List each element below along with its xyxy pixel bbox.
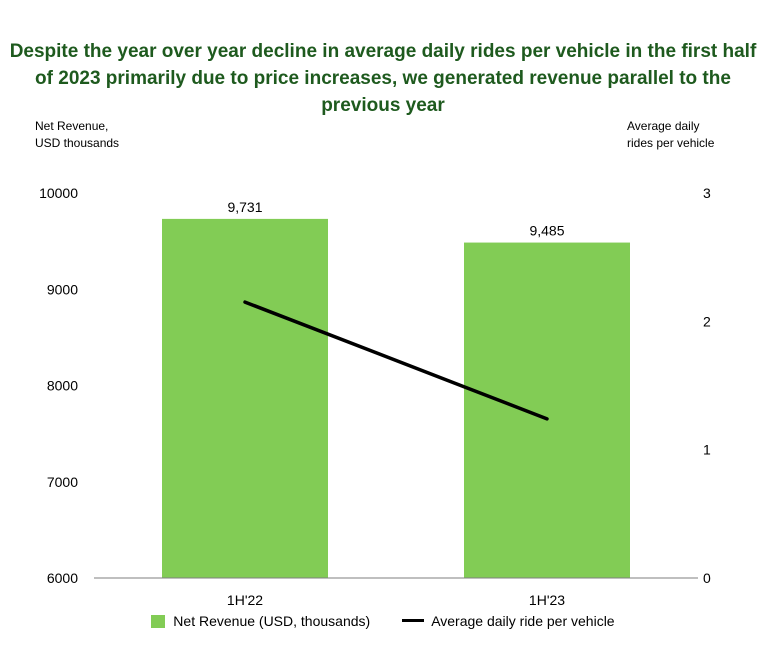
legend-item-rides: Average daily ride per vehicle — [402, 613, 615, 629]
y-right-tick-2: 2 — [703, 313, 711, 329]
y-axis-left-title-text: Net Revenue, USD thousands — [35, 119, 120, 150]
legend-swatch-revenue — [151, 615, 166, 629]
bar-data-label-1: 9,731 — [227, 199, 262, 215]
y-right-tick-4: 0 — [703, 570, 711, 586]
axes: 1H'22 1H'23 10000 9000 8000 7000 6000 3 2 1 0 — [39, 185, 711, 608]
chart-title: Despite the year over year decline in av… — [9, 41, 757, 116]
line-path — [243, 300, 549, 421]
y-left-tick-1: 10000 — [39, 185, 78, 201]
legend-label-rides: Average daily ride per vehicle — [431, 613, 615, 630]
legend-line-rides — [402, 619, 425, 623]
bar-2 — [464, 242, 630, 578]
y-left-tick-5: 6000 — [47, 570, 78, 586]
bar-1 — [162, 218, 328, 579]
legend: Net Revenue (USD, thousands) Average dai… — [0, 612, 766, 629]
bar-series: 9,731 9,485 — [162, 199, 630, 579]
legend-label-revenue: Net Revenue (USD, thousands) — [173, 613, 371, 630]
y-axis-right-title-text: Average daily rides per vehicle — [627, 119, 715, 150]
y-right-tick-3: 1 — [703, 442, 711, 458]
x-tick-label-1: 1H'22 — [227, 592, 263, 608]
bar-data-label-2: 9,485 — [529, 223, 564, 239]
y-left-tick-3: 8000 — [47, 378, 78, 394]
y-axis-left-title: Net Revenue, USD thousands — [35, 118, 130, 152]
y-right-tick-1: 3 — [703, 185, 711, 201]
y-left-tick-4: 7000 — [47, 474, 78, 490]
y-axis-right-title: Average daily rides per vehicle — [627, 118, 727, 152]
legend-item-revenue: Net Revenue (USD, thousands) — [151, 613, 370, 629]
x-tick-label-2: 1H'23 — [529, 592, 565, 608]
y-left-tick-2: 9000 — [47, 281, 78, 297]
line-series — [243, 300, 549, 421]
